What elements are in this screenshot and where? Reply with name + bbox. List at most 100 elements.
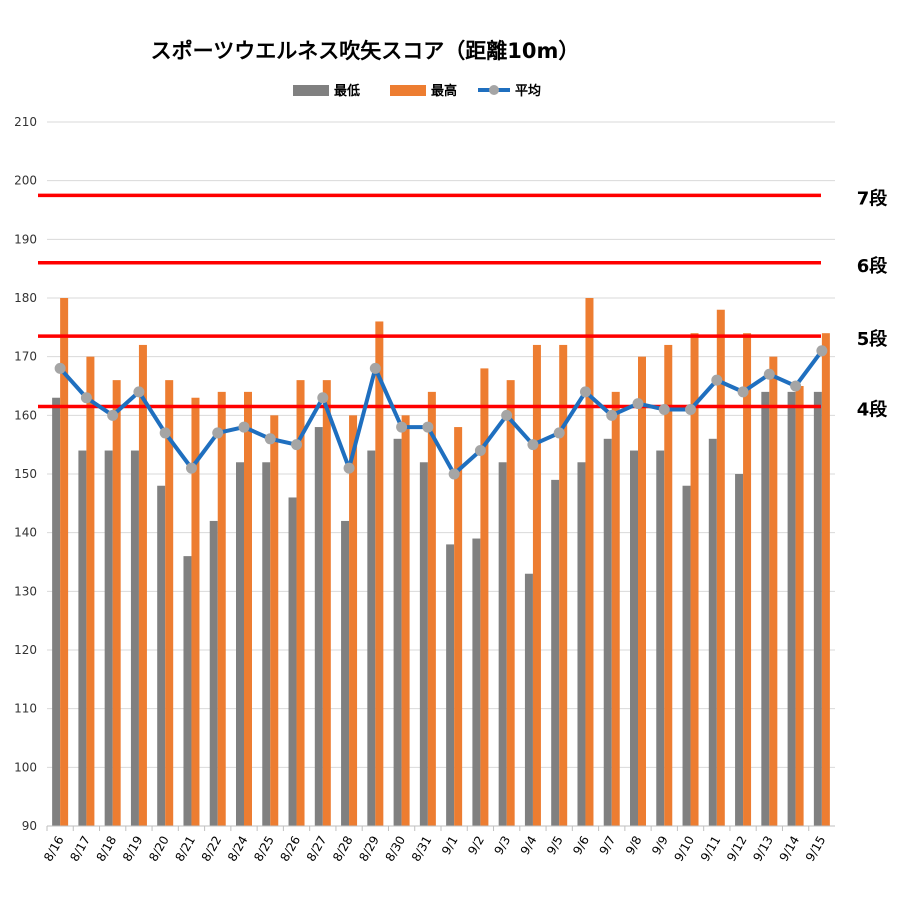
average-point: [107, 409, 119, 421]
bar-min: [52, 397, 61, 826]
y-tick-label: 130: [14, 584, 37, 598]
legend-swatch-avg-marker: [489, 85, 499, 95]
bar-min: [209, 520, 218, 826]
y-tick-label: 90: [22, 819, 37, 833]
average-point: [737, 386, 749, 398]
x-tick-label: 9/2: [465, 834, 487, 858]
average-point: [264, 433, 276, 445]
x-tick-label: 8/27: [304, 834, 330, 864]
bar-max: [86, 356, 95, 826]
bar-min: [419, 462, 428, 826]
bar-min: [656, 450, 665, 826]
bar-max: [743, 333, 752, 826]
bar-min: [183, 556, 192, 826]
bar-min: [498, 462, 507, 826]
average-point: [159, 427, 171, 439]
bar-min: [735, 474, 744, 826]
y-tick-label: 180: [14, 291, 37, 305]
x-tick-label: 8/21: [172, 834, 198, 864]
legend-label-min: 最低: [334, 83, 360, 99]
bar-max: [296, 380, 305, 826]
y-tick-label: 140: [14, 526, 37, 540]
reference-line-label: 7段: [857, 187, 889, 209]
x-tick-label: 8/24: [225, 834, 251, 864]
y-tick-label: 150: [14, 467, 37, 481]
average-point: [343, 462, 355, 474]
average-point: [448, 468, 460, 480]
average-point: [133, 386, 145, 398]
average-series-line: [58, 349, 824, 476]
legend-swatch-min: [293, 85, 329, 96]
bar-min: [630, 450, 638, 826]
average-point: [396, 421, 408, 433]
bar-max: [217, 391, 226, 826]
bar-max: [270, 415, 279, 826]
x-tick-label: 8/25: [251, 834, 277, 864]
x-tick-label: 8/17: [67, 834, 93, 864]
x-axis-ticks: 8/16 8/17 8/18 8/19 8/20 8/21 8/22 8/24 8/25 8/26…: [41, 826, 828, 864]
bar-max: [112, 380, 121, 826]
average-point: [816, 345, 828, 357]
average-line: [54, 345, 828, 480]
x-tick-label: 8/22: [199, 834, 225, 864]
x-tick-label: 9/5: [544, 834, 566, 858]
legend: 最低 最高 平均: [293, 83, 541, 99]
average-point: [553, 427, 565, 439]
x-tick-label: 9/9: [649, 834, 671, 858]
x-tick-label: 9/3: [491, 834, 513, 858]
bar-min: [314, 427, 323, 826]
gridlines: [47, 121, 835, 768]
bars: [52, 298, 830, 826]
x-tick-label: 9/12: [724, 834, 750, 864]
bar-max: [480, 368, 489, 826]
average-point: [579, 386, 591, 398]
y-tick-label: 200: [14, 174, 37, 188]
y-tick-label: 110: [14, 702, 37, 716]
bar-min: [761, 391, 770, 826]
y-tick-label: 170: [14, 350, 37, 364]
bar-max: [769, 356, 778, 826]
bar-max: [454, 427, 463, 826]
bar-min: [367, 450, 376, 826]
bar-min: [787, 391, 796, 826]
bar-min: [393, 438, 402, 826]
bar-max: [191, 397, 200, 826]
legend-swatch-max: [390, 85, 426, 96]
bar-max: [795, 386, 804, 826]
x-tick-label: 9/15: [803, 834, 829, 864]
bar-max: [375, 321, 384, 826]
bar-max: [401, 415, 410, 826]
x-tick-label: 8/16: [41, 834, 67, 864]
y-tick-label: 120: [14, 643, 37, 657]
y-tick-label: 190: [14, 232, 37, 246]
bar-min: [551, 479, 560, 826]
average-point: [711, 374, 723, 386]
bar-min: [104, 450, 113, 826]
chart-title: スポーツウエルネス吹矢スコア（距離10m）: [151, 39, 580, 63]
reference-lines: 7段 6段 5段 4段: [38, 187, 889, 421]
average-point: [474, 445, 486, 457]
average-point: [291, 439, 303, 451]
average-point: [185, 462, 197, 474]
bar-max: [559, 344, 568, 826]
bar-max: [664, 344, 673, 826]
bar-max: [716, 309, 725, 826]
x-tick-label: 8/29: [356, 834, 382, 864]
bar-max: [585, 298, 594, 826]
x-tick-label: 8/31: [409, 834, 435, 864]
bar-min: [708, 438, 717, 826]
legend-label-avg: 平均: [515, 83, 541, 99]
average-point: [685, 403, 697, 415]
x-tick-label: 9/13: [750, 834, 776, 864]
average-point: [658, 403, 670, 415]
bar-min: [341, 520, 350, 826]
x-tick-label: 8/28: [330, 834, 356, 864]
bar-max: [427, 391, 436, 826]
y-tick-label: 210: [14, 115, 37, 129]
x-tick-label: 9/11: [698, 834, 724, 864]
average-point: [606, 409, 618, 421]
bar-max: [506, 380, 515, 826]
average-point: [632, 398, 644, 410]
x-tick-label: 9/14: [777, 834, 803, 864]
bar-min: [603, 438, 612, 826]
